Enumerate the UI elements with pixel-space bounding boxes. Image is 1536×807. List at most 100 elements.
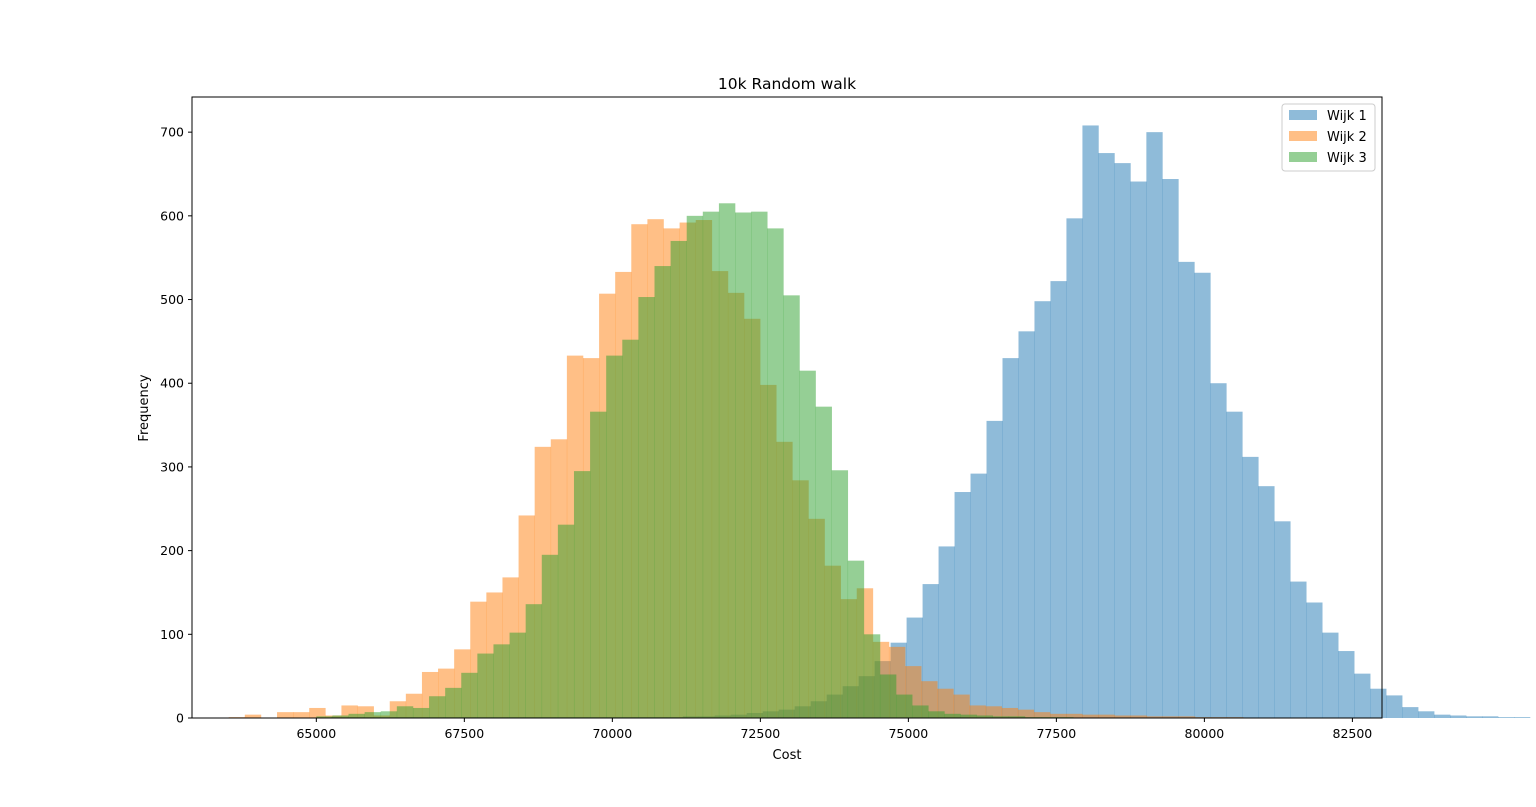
- histogram-bar: [718, 203, 736, 719]
- histogram-bar: [1082, 125, 1099, 718]
- histogram-bar: [1498, 717, 1515, 718]
- histogram-bar: [976, 715, 993, 718]
- histogram-bar: [277, 712, 294, 718]
- histogram-bar: [970, 473, 987, 718]
- histogram-bar: [590, 411, 607, 718]
- histogram-bar: [1018, 331, 1035, 718]
- y-tick-label: 300: [160, 459, 184, 474]
- y-tick-label: 0: [176, 711, 184, 726]
- histogram-bar: [944, 713, 961, 718]
- histogram-bar: [799, 370, 816, 718]
- legend-label-wijk-1: Wijk 1: [1327, 109, 1367, 124]
- histogram-bar: [1210, 383, 1227, 718]
- histogram-bar: [622, 339, 639, 718]
- y-tick-label: 600: [160, 208, 184, 223]
- histogram-bar: [606, 355, 623, 718]
- legend-label-wijk-2: Wijk 2: [1327, 130, 1367, 145]
- histogram-bar: [1002, 358, 1019, 718]
- histogram-bar: [912, 705, 929, 718]
- histogram-bar: [1386, 695, 1403, 718]
- histogram-bar: [960, 714, 977, 718]
- histogram-bar: [1098, 153, 1115, 718]
- histogram-bar: [686, 215, 704, 718]
- histogram-bar: [332, 715, 349, 718]
- histogram-bar: [309, 707, 326, 718]
- histogram-bar: [1178, 716, 1196, 718]
- histogram-bar: [364, 712, 382, 718]
- histogram-bar: [316, 716, 333, 718]
- histogram-bar: [928, 711, 945, 718]
- y-tick-label: 200: [160, 543, 184, 558]
- histogram-bar: [1050, 281, 1067, 718]
- histogram-bar: [1194, 272, 1211, 718]
- histogram-bar: [1434, 714, 1451, 718]
- histogram-bar: [954, 492, 971, 718]
- histogram-bar: [412, 707, 430, 718]
- histogram-bar: [1098, 714, 1115, 718]
- histogram-bar: [1008, 716, 1026, 718]
- x-tick-label: 75000: [888, 726, 928, 741]
- histogram-bar: [638, 297, 655, 718]
- x-tick-label: 65000: [296, 726, 336, 741]
- histogram-bar: [1370, 688, 1387, 718]
- histogram-bar: [573, 471, 591, 718]
- histogram-bar: [985, 706, 1002, 718]
- histogram-bar: [525, 604, 543, 718]
- histogram-bar: [1146, 132, 1163, 718]
- y-tick-label: 700: [160, 125, 184, 140]
- histogram-bar: [1274, 521, 1291, 718]
- histogram-bar: [1066, 218, 1083, 718]
- histogram-bar: [396, 706, 414, 718]
- y-tick-label: 400: [160, 376, 184, 391]
- histogram-bar: [1242, 456, 1259, 718]
- histogram-bar: [1114, 163, 1131, 718]
- histogram-bar: [937, 688, 954, 718]
- histogram-bar: [348, 713, 365, 718]
- x-tick-label: 80000: [1185, 726, 1225, 741]
- histogram-bar: [751, 211, 768, 718]
- histogram-bar: [879, 674, 897, 718]
- histogram-bar: [702, 211, 720, 718]
- x-axis-label: Cost: [773, 748, 802, 763]
- x-tick-label: 70000: [592, 726, 632, 741]
- histogram-bar: [1466, 716, 1483, 718]
- histogram-bar: [1226, 411, 1243, 718]
- histogram-bar: [509, 632, 526, 718]
- histogram-bar: [1130, 181, 1147, 718]
- histogram-bar: [1114, 715, 1131, 718]
- histogram-bar: [654, 266, 671, 718]
- histogram-bar: [541, 554, 559, 718]
- histogram-bar: [1034, 301, 1051, 718]
- x-tick-label: 77500: [1036, 726, 1076, 741]
- x-tick-label: 82500: [1333, 726, 1373, 741]
- legend-swatch-wijk-1: [1289, 110, 1317, 120]
- histogram-bar: [1482, 716, 1499, 718]
- histogram-bar: [1066, 713, 1083, 718]
- y-axis-label: Frequency: [137, 374, 152, 441]
- x-tick-label: 72500: [740, 726, 780, 741]
- y-tick-label: 500: [160, 292, 184, 307]
- series-3-bars: [316, 203, 1074, 719]
- histogram-bar: [986, 420, 1003, 718]
- chart-title: 10k Random walk: [718, 75, 856, 93]
- histogram-bar: [953, 694, 970, 718]
- histogram-bar: [493, 644, 510, 718]
- histogram-bar: [735, 212, 752, 718]
- histogram-bar: [1290, 581, 1307, 718]
- legend-label-wijk-3: Wijk 3: [1327, 151, 1367, 166]
- histogram-bar: [293, 712, 310, 718]
- histogram-bar: [1001, 707, 1019, 718]
- histogram-bar: [1017, 709, 1035, 718]
- histogram-bar: [1514, 717, 1531, 718]
- legend: Wijk 1 Wijk 2 Wijk 3: [1281, 103, 1376, 172]
- histogram-bar: [1306, 602, 1323, 718]
- histogram-bar: [557, 524, 575, 718]
- histogram-bar: [767, 228, 784, 718]
- legend-swatch-wijk-3: [1289, 152, 1317, 162]
- histogram-bar: [1049, 713, 1067, 718]
- histogram-bar: [1450, 715, 1467, 718]
- histogram-bar: [938, 546, 955, 718]
- x-axis-ticks: 65000 67500 70000 72500 75000 77500 80000 82500: [296, 718, 1372, 741]
- histogram-bar: [1146, 716, 1163, 718]
- y-tick-label: 100: [160, 627, 184, 642]
